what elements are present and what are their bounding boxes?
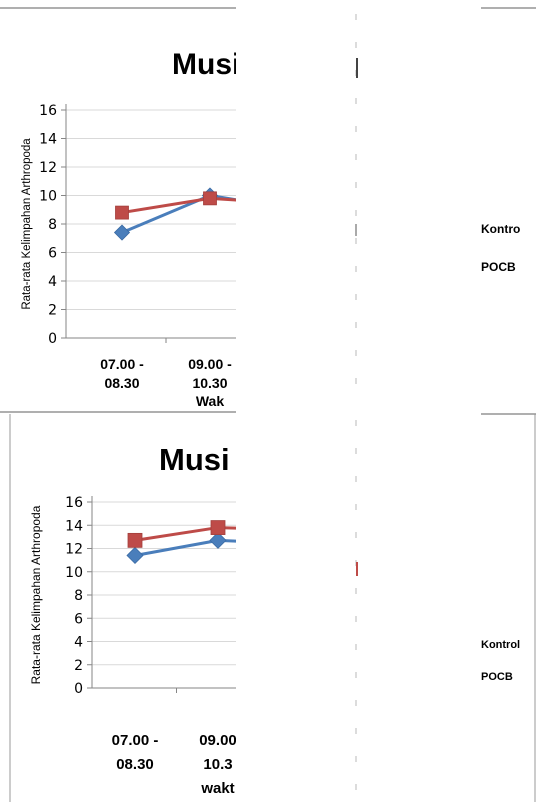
x-axis-title: Wak [196,393,224,409]
y-tick-label: 0 [74,681,83,697]
data-point-square [115,205,129,220]
x-axis-title: wakt [200,780,234,797]
y-tick-label: 14 [39,132,57,148]
chart-title: Musi [172,48,240,81]
y-tick-label: 12 [65,542,83,558]
y-tick-label: 10 [65,565,83,581]
legend-label-2: POCB [481,671,513,683]
y-tick-label: 4 [74,635,83,651]
x-category-label: 10.30 [192,375,227,391]
data-point-square [210,520,226,535]
y-tick-label: 0 [48,331,57,347]
y-axis-title: Rata-rata Kelimpahan Arthropoda [21,138,33,310]
y-tick-label: 16 [65,495,83,511]
chart-plot-area: 0 2 4 6 8 10 12 14 16 07.00 - 08.30 09.00 - 10.30 Wak… [21,48,240,409]
y-tick-label: 8 [48,217,57,233]
y-tick-label: 6 [74,611,83,627]
chart-1: 0 2 4 6 8 10 12 14 16 07.00 - 08.30 09.00 - 10.30 Wak… [21,14,520,409]
y-tick-label: 8 [74,588,83,604]
y-tick-label: 12 [39,160,57,176]
y-tick-label: 2 [74,658,83,674]
y-tick-label: 10 [39,189,57,205]
x-category-label: 07.00 - [100,356,144,372]
y-tick-label: 16 [39,103,57,119]
data-point-diamond [126,546,144,565]
data-point-diamond [209,531,227,549]
y-tick-label: 4 [48,274,57,290]
legend-label-1: Kontro [481,222,520,236]
x-category-label: 09.00 - [188,356,232,372]
x-category-label: 08.30 [116,756,154,773]
y-tick-label: 14 [65,518,83,534]
data-point-square [203,191,217,206]
legend-label-1: Kontrol [481,639,520,651]
legend-label-2: POCB [481,260,516,274]
chart-plot-area: 0 2 4 6 8 10 12 14 16 07.00 - 08.30 09.00 10.3 wakt Mu… [29,442,237,797]
y-tick-label: 2 [48,303,57,319]
chart-title: Musi [159,442,230,477]
x-category-label: 08.30 [104,375,139,391]
x-category-label: 07.00 - [112,732,159,749]
x-category-label: 10.3 [203,756,232,773]
chart-2: 0 2 4 6 8 10 12 14 16 07.00 - 08.30 09.00 10.3 wakt Mu… [29,420,520,797]
y-axis-title: Rata-rata Kelimpahan Arthropoda [29,505,43,684]
y-tick-label: 6 [48,246,57,262]
x-category-label: 09.00 [199,732,237,749]
data-point-diamond [113,224,131,241]
data-point-square [127,532,143,548]
